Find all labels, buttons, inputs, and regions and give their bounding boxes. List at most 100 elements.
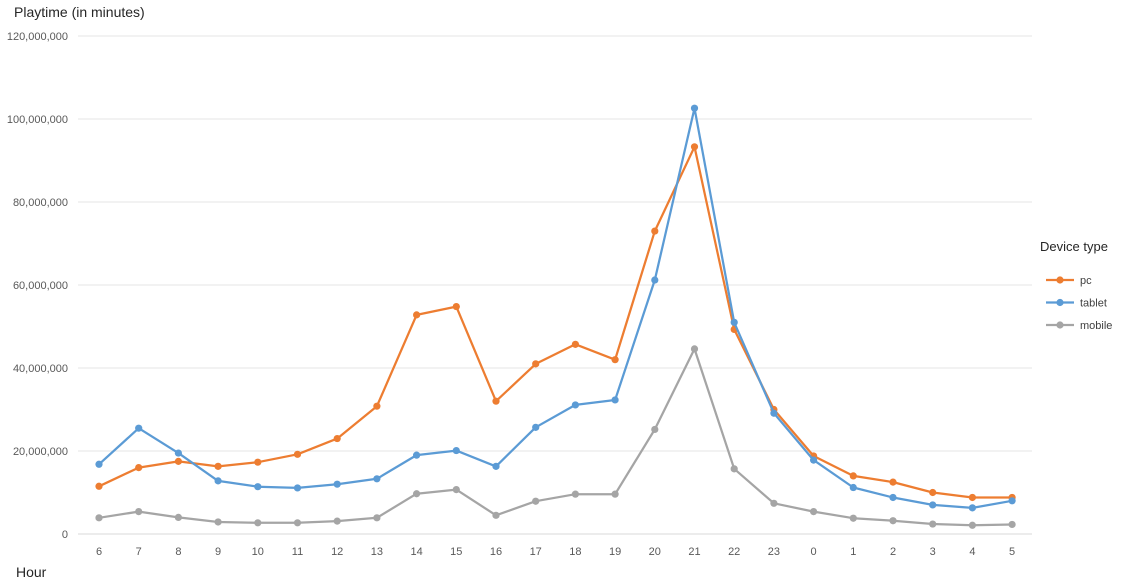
data-point-tablet bbox=[333, 480, 341, 488]
x-tick-label: 4 bbox=[969, 546, 975, 558]
x-tick-label: 23 bbox=[768, 546, 780, 558]
legend-item-tablet: tablet bbox=[1046, 298, 1107, 310]
data-point-pc bbox=[492, 397, 500, 405]
x-tick-label: 18 bbox=[569, 546, 581, 558]
data-point-mobile bbox=[135, 507, 143, 516]
data-point-mobile bbox=[889, 517, 897, 525]
data-point-tablet bbox=[452, 446, 460, 455]
data-point-tablet bbox=[95, 460, 103, 468]
legend-item-mobile: mobile bbox=[1046, 320, 1112, 332]
data-point-tablet bbox=[849, 483, 857, 492]
x-tick-label: 12 bbox=[331, 546, 343, 558]
y-tick-label: 80,000,000 bbox=[13, 197, 68, 209]
data-point-pc bbox=[174, 457, 182, 465]
data-point-pc bbox=[333, 434, 341, 443]
data-point-pc bbox=[452, 302, 460, 311]
plot-area bbox=[95, 104, 1016, 529]
data-point-pc bbox=[293, 450, 302, 458]
data-point-tablet bbox=[611, 396, 619, 404]
data-point-mobile bbox=[849, 514, 857, 522]
data-point-tablet bbox=[810, 456, 818, 464]
data-point-mobile bbox=[95, 514, 103, 522]
data-point-tablet bbox=[770, 409, 778, 417]
data-point-tablet bbox=[174, 449, 182, 457]
x-tick-label: 20 bbox=[649, 546, 661, 558]
data-point-mobile bbox=[452, 485, 460, 494]
series-line-pc bbox=[97, 145, 1014, 499]
y-tick-label: 40,000,000 bbox=[13, 363, 68, 375]
series-tablet bbox=[95, 104, 1016, 512]
data-point-pc bbox=[214, 462, 222, 470]
legend-label: pc bbox=[1080, 275, 1092, 287]
data-point-tablet bbox=[968, 504, 977, 512]
x-axis-title: Hour bbox=[16, 564, 47, 580]
data-point-mobile bbox=[571, 490, 580, 498]
legend-marker bbox=[1056, 321, 1064, 329]
x-tick-label: 21 bbox=[688, 546, 700, 558]
x-tick-label: 13 bbox=[371, 546, 383, 558]
x-tick-label: 19 bbox=[609, 546, 621, 558]
gridlines bbox=[78, 35, 1032, 535]
data-point-pc bbox=[373, 402, 381, 410]
x-tick-label: 8 bbox=[175, 546, 181, 558]
series-line-tablet bbox=[97, 107, 1014, 510]
x-tick-label: 5 bbox=[1009, 546, 1015, 558]
data-point-mobile bbox=[929, 520, 937, 528]
x-axis: 6 7 8 9 10 11 12 13 14 15 16 17 18 19 20 21 22 23 0 1 2 3 4 5 bbox=[96, 546, 1015, 558]
data-point-pc bbox=[611, 356, 619, 364]
data-point-mobile bbox=[254, 519, 262, 527]
data-point-tablet bbox=[690, 104, 699, 112]
data-point-mobile bbox=[333, 517, 341, 525]
x-tick-label: 0 bbox=[811, 546, 817, 558]
data-point-mobile bbox=[651, 425, 659, 434]
data-point-tablet bbox=[889, 493, 897, 502]
data-point-pc bbox=[95, 482, 103, 490]
data-point-tablet bbox=[293, 484, 302, 492]
x-tick-label: 6 bbox=[96, 546, 102, 558]
data-point-mobile bbox=[730, 465, 738, 473]
x-tick-label: 3 bbox=[930, 546, 936, 558]
x-tick-label: 1 bbox=[850, 546, 856, 558]
data-point-tablet bbox=[929, 501, 937, 509]
data-point-tablet bbox=[214, 477, 222, 485]
data-point-mobile bbox=[373, 514, 381, 522]
data-point-mobile bbox=[1008, 520, 1016, 529]
data-point-pc bbox=[968, 493, 977, 502]
x-tick-label: 16 bbox=[490, 546, 502, 558]
data-point-mobile bbox=[492, 511, 500, 519]
data-point-tablet bbox=[1008, 497, 1016, 505]
y-axis: 0 20,000,000 40,000,000 60,000,000 80,000,00… bbox=[7, 31, 68, 541]
data-point-tablet bbox=[571, 401, 580, 409]
series-line-mobile bbox=[97, 347, 1014, 527]
data-point-mobile bbox=[690, 345, 699, 353]
legend: Device type pc tablet mobile bbox=[1040, 239, 1112, 332]
data-point-pc bbox=[651, 227, 659, 235]
legend-marker bbox=[1056, 276, 1064, 284]
x-tick-label: 14 bbox=[410, 546, 422, 558]
legend-label: mobile bbox=[1080, 320, 1112, 332]
legend-label: tablet bbox=[1080, 298, 1107, 310]
y-tick-label: 60,000,000 bbox=[13, 280, 68, 292]
data-point-pc bbox=[889, 478, 897, 486]
data-point-mobile bbox=[214, 518, 222, 526]
data-point-tablet bbox=[373, 475, 381, 483]
y-tick-label: 20,000,000 bbox=[13, 446, 68, 458]
y-tick-label: 120,000,000 bbox=[7, 31, 68, 43]
x-tick-label: 15 bbox=[450, 546, 462, 558]
y-tick-label: 0 bbox=[62, 529, 68, 541]
series-mobile bbox=[95, 345, 1016, 529]
data-point-pc bbox=[849, 472, 857, 480]
legend-item-pc: pc bbox=[1046, 275, 1092, 287]
data-point-tablet bbox=[254, 483, 262, 491]
data-point-pc bbox=[254, 458, 262, 466]
y-tick-label: 100,000,000 bbox=[7, 114, 68, 126]
data-point-pc bbox=[929, 488, 937, 497]
data-point-mobile bbox=[611, 490, 619, 498]
data-point-mobile bbox=[293, 519, 302, 527]
data-point-tablet bbox=[492, 462, 500, 470]
data-point-pc bbox=[571, 340, 580, 348]
data-point-tablet bbox=[413, 451, 421, 459]
data-point-mobile bbox=[532, 497, 540, 505]
